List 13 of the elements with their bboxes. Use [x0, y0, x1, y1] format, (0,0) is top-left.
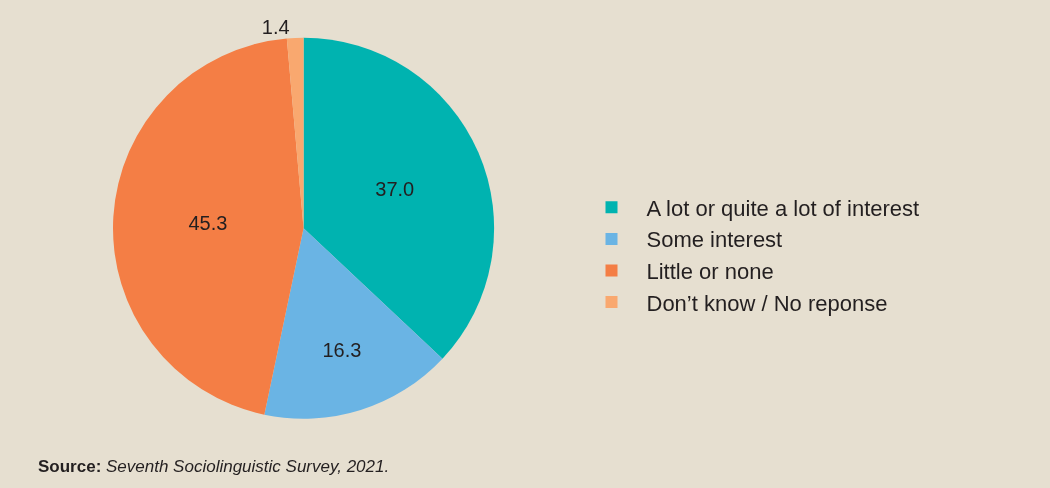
data-label: 16.3 [322, 339, 362, 362]
source-note: Source: Seventh Sociolinguistic Survey, 2021. [38, 457, 390, 476]
data-label: 45.3 [188, 211, 228, 234]
legend-label: Some interest [646, 227, 783, 253]
pie-slice [113, 38, 304, 415]
legend-label: Little or none [646, 259, 774, 285]
data-label: 1.4 [261, 15, 290, 38]
legend-label: A lot or quite a lot of interest [646, 195, 920, 221]
pie-slice [286, 37, 304, 229]
pie-slice [303, 37, 495, 359]
data-label: 37.0 [375, 177, 415, 200]
legend-label: Don’t know / No reponse [646, 290, 888, 316]
pie-slice [264, 228, 443, 419]
